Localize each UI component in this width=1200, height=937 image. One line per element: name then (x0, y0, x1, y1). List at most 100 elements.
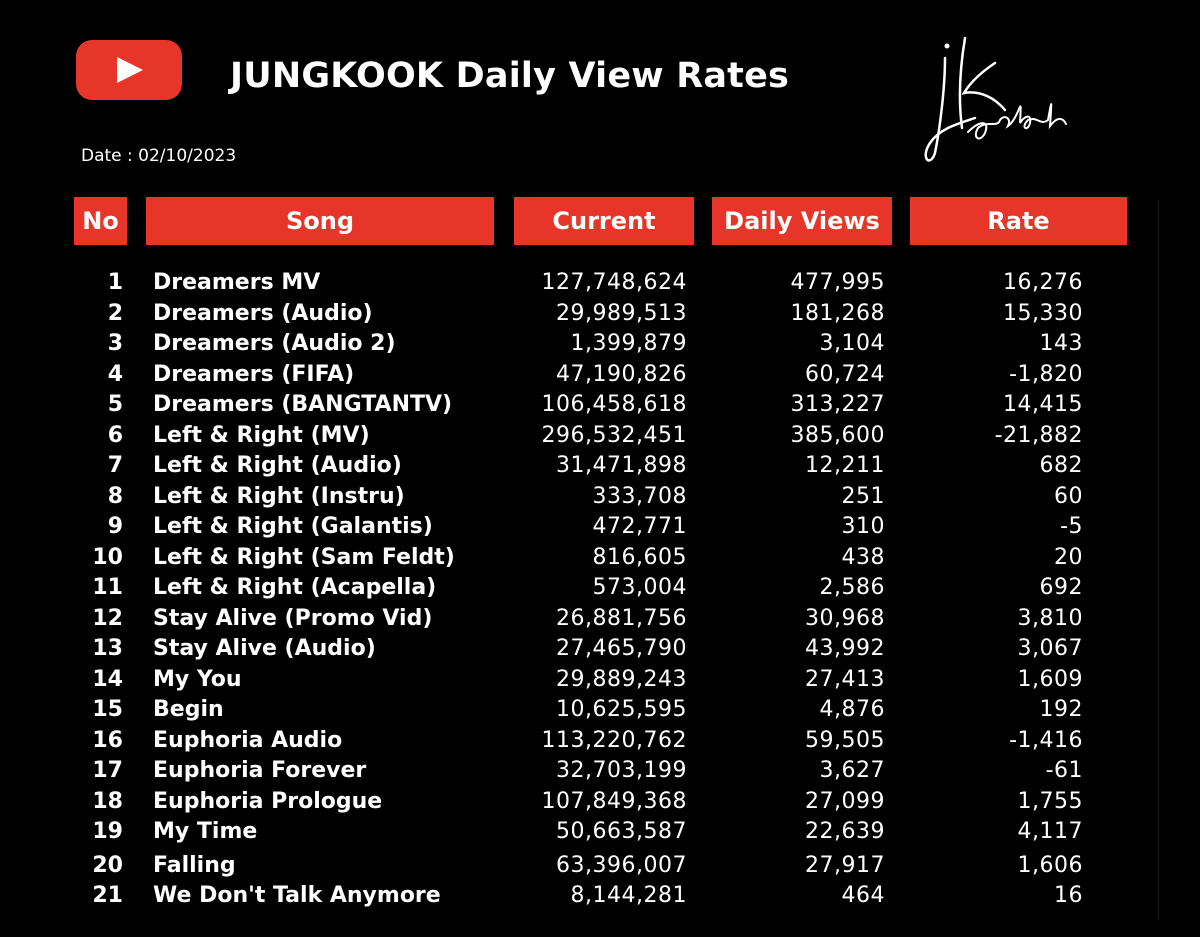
daily-views: 22,639 (805, 819, 885, 844)
row-number: 5 (107, 392, 123, 417)
view-rate: 143 (1039, 331, 1083, 356)
table-row: 2 Dreamers (Audio) 29,989,513 181,268 15,330 (0, 299, 1200, 330)
row-number: 16 (92, 727, 123, 753)
view-rate: -1,820 (1009, 361, 1083, 387)
current-views: 816,605 (592, 544, 687, 570)
play-triangle-icon (117, 57, 143, 83)
daily-views: 59,505 (805, 727, 885, 753)
song-title: We Don't Talk Anymore (153, 883, 441, 908)
view-rate: -5 (1060, 514, 1083, 539)
song-title: Euphoria Prologue (153, 788, 383, 814)
daily-views: 181,268 (790, 300, 885, 326)
song-title: Dreamers (Audio) (153, 300, 373, 326)
row-number: 20 (92, 852, 123, 878)
row-number: 8 (107, 483, 123, 509)
table-row: 19 My Time 50,663,587 22,639 4,117 (0, 817, 1200, 848)
row-number: 17 (92, 758, 123, 783)
current-views: 107,849,368 (541, 788, 687, 814)
current-views: 32,703,199 (556, 758, 687, 783)
row-number: 3 (107, 331, 123, 356)
song-title: Stay Alive (Audio) (153, 636, 376, 661)
daily-views: 43,992 (805, 636, 885, 661)
song-title: Dreamers (BANGTANTV) (153, 392, 453, 417)
current-views: 63,396,007 (556, 852, 687, 878)
table-row: 15 Begin 10,625,595 4,876 192 (0, 695, 1200, 726)
daily-views: 464 (841, 883, 885, 908)
song-title: Dreamers (FIFA) (153, 361, 355, 387)
daily-views: 310 (841, 514, 885, 539)
view-rate: 1,606 (1017, 852, 1083, 878)
daily-views: 385,600 (790, 422, 885, 448)
column-header-current: Current (514, 197, 694, 245)
table-body: 1 Dreamers MV 127,748,624 477,995 16,276 2 Dre… (0, 268, 1200, 912)
table-row: 5 Dreamers (BANGTANTV) 106,458,618 313,227 1… (0, 390, 1200, 421)
current-views: 29,889,243 (556, 666, 687, 692)
daily-views: 12,211 (805, 453, 885, 478)
view-rate: 192 (1039, 697, 1083, 722)
song-title: Dreamers (Audio 2) (153, 331, 396, 356)
song-title: Stay Alive (Promo Vid) (153, 605, 433, 631)
song-title: Left & Right (MV) (153, 422, 370, 448)
table-row: 16 Euphoria Audio 113,220,762 59,505 -1,416 (0, 726, 1200, 757)
current-views: 31,471,898 (556, 453, 687, 478)
song-title: Left & Right (Instru) (153, 483, 405, 509)
current-views: 26,881,756 (556, 605, 687, 631)
current-views: 333,708 (592, 483, 687, 509)
table-row: 3 Dreamers (Audio 2) 1,399,879 3,104 143 (0, 329, 1200, 360)
current-views: 10,625,595 (556, 697, 687, 722)
current-views: 472,771 (592, 514, 687, 539)
view-rate: -21,882 (994, 422, 1083, 448)
view-rate: 1,609 (1017, 666, 1083, 692)
song-title: Euphoria Audio (153, 727, 343, 753)
view-rate: -1,416 (1009, 727, 1083, 753)
song-title: Left & Right (Acapella) (153, 575, 437, 600)
table-row: 17 Euphoria Forever 32,703,199 3,627 -61 (0, 756, 1200, 787)
divider (1158, 200, 1159, 920)
row-number: 14 (92, 666, 123, 692)
view-rate: 16 (1054, 883, 1083, 908)
column-header-song: Song (146, 197, 494, 245)
table-row: 10 Left & Right (Sam Feldt) 816,605 438 20 (0, 543, 1200, 574)
song-title: Begin (153, 697, 224, 722)
view-rate: -61 (1045, 758, 1083, 783)
daily-views: 60,724 (805, 361, 885, 387)
daily-views: 438 (841, 544, 885, 570)
row-number: 10 (92, 544, 123, 570)
youtube-play-icon (76, 40, 182, 100)
daily-views: 2,586 (819, 575, 885, 600)
daily-views: 3,104 (819, 331, 885, 356)
row-number: 21 (92, 883, 123, 908)
song-title: My Time (153, 819, 258, 844)
table-row: 20 Falling 63,396,007 27,917 1,606 (0, 851, 1200, 882)
table-row: 1 Dreamers MV 127,748,624 477,995 16,276 (0, 268, 1200, 299)
view-rate: 3,067 (1017, 636, 1083, 661)
table-row: 8 Left & Right (Instru) 333,708 251 60 (0, 482, 1200, 513)
view-rate: 682 (1039, 453, 1083, 478)
song-title: Left & Right (Sam Feldt) (153, 544, 455, 570)
song-title: Dreamers MV (153, 270, 321, 295)
song-title: Left & Right (Audio) (153, 453, 402, 478)
song-title: Falling (153, 852, 236, 878)
current-views: 296,532,451 (541, 422, 687, 448)
table-row: 7 Left & Right (Audio) 31,471,898 12,211 682 (0, 451, 1200, 482)
song-title: Euphoria Forever (153, 758, 367, 783)
row-number: 18 (92, 788, 123, 814)
daily-views: 30,968 (805, 605, 885, 631)
song-title: Left & Right (Galantis) (153, 514, 433, 539)
current-views: 1,399,879 (570, 331, 687, 356)
table-row: 14 My You 29,889,243 27,413 1,609 (0, 665, 1200, 696)
report-date: Date : 02/10/2023 (81, 146, 237, 166)
row-number: 4 (107, 361, 123, 387)
current-views: 29,989,513 (556, 300, 687, 326)
table-row: 18 Euphoria Prologue 107,849,368 27,099 1,75… (0, 787, 1200, 818)
row-number: 2 (107, 300, 123, 326)
table-row: 11 Left & Right (Acapella) 573,004 2,586 692 (0, 573, 1200, 604)
column-header-rate: Rate (910, 197, 1127, 245)
table-row: 13 Stay Alive (Audio) 27,465,790 43,992 3,06… (0, 634, 1200, 665)
row-number: 15 (92, 697, 123, 722)
current-views: 573,004 (592, 575, 687, 600)
column-header-no: No (74, 197, 127, 245)
row-number: 19 (92, 819, 123, 844)
view-rate: 3,810 (1017, 605, 1083, 631)
daily-views: 27,413 (805, 666, 885, 692)
